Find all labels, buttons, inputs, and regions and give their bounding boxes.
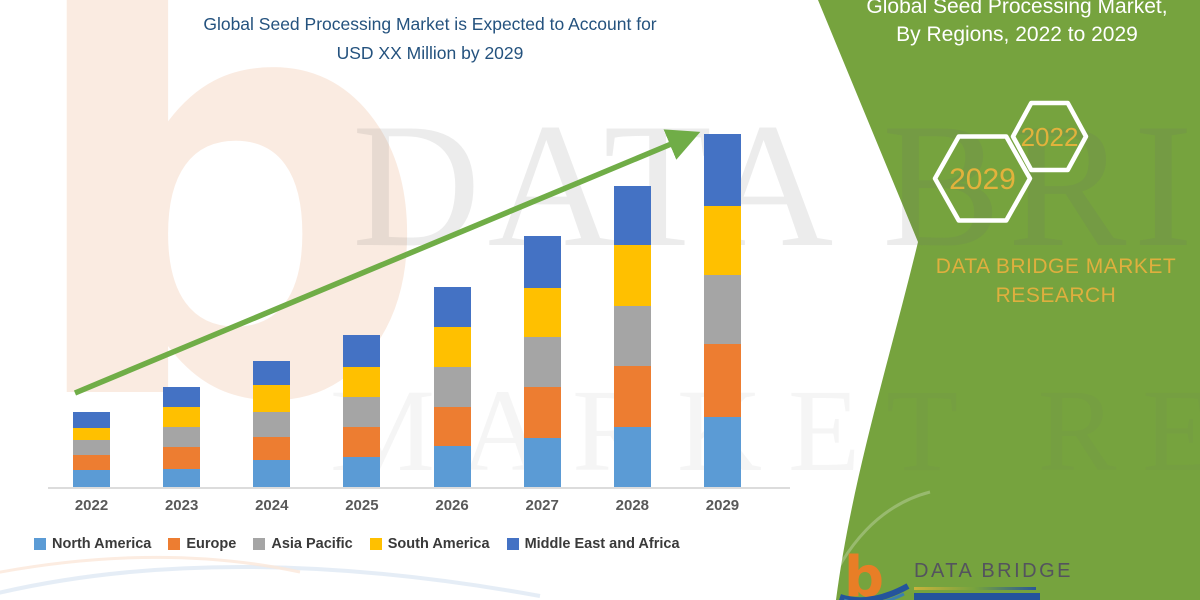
- legend-swatch: [369, 538, 382, 550]
- bar-2024-segment-europe: [253, 437, 291, 460]
- legend-item-europe: Europe: [168, 536, 236, 552]
- bar-2023-segment-middle-east-and-africa: [163, 387, 201, 407]
- legend-swatch: [34, 538, 46, 550]
- legend: North America Europe Asia Pacific South Ame…: [34, 536, 680, 552]
- chart-title: Global Seed Processing Market is Expecte…: [40, 10, 820, 68]
- sidebar-brand-line1: DATA BRIDGE MARKET: [935, 255, 1177, 278]
- legend-label: Asia Pacific: [271, 536, 353, 552]
- legend-label: Europe: [186, 536, 237, 552]
- legend-label: Middle East and Africa: [524, 536, 680, 552]
- bar-2028-segment-europe: [613, 366, 651, 427]
- bar-2025-segment-asia-pacific: [343, 397, 381, 427]
- bar-2028-segment-middle-east-and-africa: [613, 186, 651, 245]
- logo-underline: [914, 587, 1036, 590]
- bar-2023-segment-south-america: [163, 407, 201, 427]
- bar-2022-segment-asia-pacific: [73, 440, 110, 455]
- bar-2026-segment-middle-east-and-africa: [433, 287, 471, 327]
- legend-swatch: [253, 538, 266, 550]
- bar-2023-segment-asia-pacific: [163, 427, 201, 447]
- bar-2029-segment-north-america: [703, 417, 741, 487]
- sidebar-brand-text: DATA BRIDGE MARKET RESEARCH: [910, 252, 1200, 310]
- x-axis-label-2022: 2022: [74, 497, 109, 514]
- logo-bottom-strip: [914, 593, 1040, 600]
- sidebar-title-line1: Global Seed Processing Market,: [866, 0, 1168, 18]
- bar-2029-segment-asia-pacific: [703, 275, 741, 344]
- bar-2022-segment-middle-east-and-africa: [73, 412, 110, 428]
- bar-2025-segment-middle-east-and-africa: [343, 335, 381, 367]
- bar-2027-segment-europe: [523, 387, 561, 438]
- bar-2027-segment-middle-east-and-africa: [523, 236, 561, 288]
- bar-2023-segment-north-america: [163, 469, 201, 487]
- legend-item-south-america: South America: [369, 536, 490, 552]
- sidebar-title-line2: By Regions, 2022 to 2029: [896, 23, 1138, 46]
- bar-2026-segment-asia-pacific: [433, 367, 471, 407]
- logo-wordmark: DATA BRIDGE: [914, 560, 1074, 582]
- x-axis-label-2024: 2024: [255, 497, 289, 514]
- sidebar-brand-line2: RESEARCH: [995, 284, 1117, 307]
- hexagon-2029: 2029: [932, 134, 1033, 223]
- legend-label: North America: [52, 536, 152, 552]
- legend-item-north-america: North America: [34, 536, 151, 552]
- bar-2025-segment-north-america: [343, 457, 381, 487]
- bar-2029-segment-south-america: [703, 206, 741, 275]
- bar-2028-segment-north-america: [613, 427, 651, 487]
- bar-2029-segment-europe: [703, 344, 741, 417]
- bar-2026-segment-north-america: [433, 446, 471, 487]
- legend-item-middle-east-and-africa: Middle East and Africa: [506, 536, 680, 552]
- x-axis-label-2027: 2027: [525, 497, 559, 514]
- bar-2024-segment-middle-east-and-africa: [253, 361, 291, 385]
- watermark-arcs: [0, 555, 541, 598]
- databridge-logo: b DATA BRIDGE: [838, 550, 1071, 600]
- x-axis-label-2026: 2026: [435, 497, 469, 514]
- bar-2028-segment-asia-pacific: [613, 306, 651, 366]
- x-axis-label-2025: 2025: [345, 497, 379, 514]
- hexagon-badges: 2029 2022: [932, 100, 1089, 223]
- bar-2029-segment-middle-east-and-africa: [703, 134, 741, 206]
- chart-title-line1: Global Seed Processing Market is Expecte…: [203, 14, 657, 34]
- bar-2025-segment-europe: [343, 427, 381, 457]
- bar-2024-segment-asia-pacific: [253, 412, 291, 437]
- bar-2027-segment-south-america: [523, 288, 561, 337]
- legend-item-asia-pacific: Asia Pacific: [253, 536, 353, 552]
- legend-swatch: [506, 538, 519, 550]
- bar-2027-segment-asia-pacific: [523, 337, 561, 387]
- bar-2027-segment-north-america: [523, 438, 561, 487]
- hexagon-2022: 2022: [1010, 100, 1089, 173]
- hexagon-2029-label: 2029: [949, 163, 1016, 196]
- bar-2022-segment-south-america: [73, 428, 110, 440]
- bar-2022-segment-north-america: [73, 470, 110, 487]
- bar-2026-segment-south-america: [433, 327, 471, 367]
- bar-2026-segment-europe: [433, 407, 471, 446]
- x-axis-label-2029: 2029: [705, 497, 740, 514]
- legend-swatch: [168, 538, 181, 550]
- legend-label: South America: [387, 536, 490, 552]
- hexagon-2022-label: 2022: [1021, 122, 1079, 152]
- x-axis-line: [48, 487, 790, 489]
- x-axis-label-2023: 2023: [164, 497, 199, 514]
- bar-2023-segment-europe: [163, 447, 201, 469]
- bar-2024-segment-north-america: [253, 460, 291, 487]
- chart-title-line2: USD XX Million by 2029: [336, 43, 524, 63]
- sidebar-title: Global Seed Processing Market, By Region…: [842, 0, 1192, 49]
- logo-b-letter: b: [844, 550, 884, 600]
- bar-2028-segment-south-america: [613, 245, 651, 306]
- bar-2025-segment-south-america: [343, 367, 381, 397]
- bar-2022-segment-europe: [73, 455, 110, 470]
- bar-2024-segment-south-america: [253, 385, 291, 412]
- databridge-logo-icon: b: [839, 550, 910, 600]
- x-axis-label-2028: 2028: [615, 497, 650, 514]
